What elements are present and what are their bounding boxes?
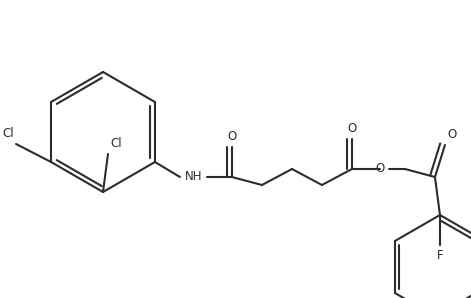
Text: F: F: [437, 249, 443, 262]
Text: Cl: Cl: [2, 127, 14, 140]
Text: O: O: [447, 128, 456, 141]
Text: O: O: [375, 162, 385, 176]
Text: NH: NH: [185, 170, 203, 184]
Text: O: O: [347, 122, 357, 135]
Text: O: O: [227, 130, 236, 143]
Text: Cl: Cl: [110, 137, 122, 150]
